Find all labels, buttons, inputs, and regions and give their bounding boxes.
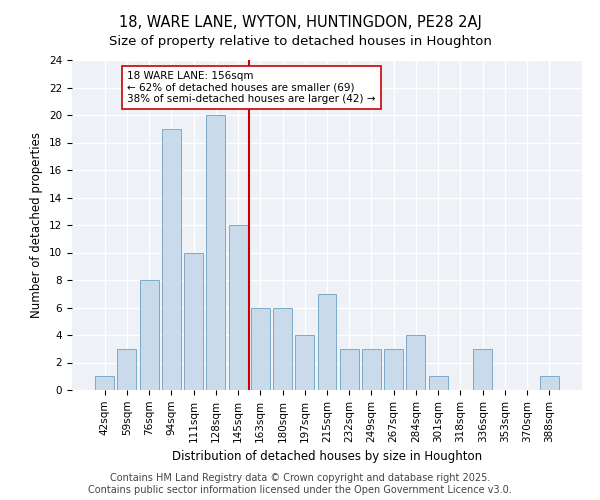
Bar [95,376,114,390]
Bar [273,308,292,390]
Bar [295,335,314,390]
Bar [384,349,403,390]
Bar [229,225,248,390]
Y-axis label: Number of detached properties: Number of detached properties [31,132,43,318]
Bar [162,128,181,390]
Bar [362,349,381,390]
Text: 18 WARE LANE: 156sqm
← 62% of detached houses are smaller (69)
38% of semi-detac: 18 WARE LANE: 156sqm ← 62% of detached h… [127,71,376,104]
Bar [473,349,492,390]
Bar [429,376,448,390]
Bar [317,294,337,390]
Text: 18, WARE LANE, WYTON, HUNTINGDON, PE28 2AJ: 18, WARE LANE, WYTON, HUNTINGDON, PE28 2… [119,15,481,30]
Bar [206,115,225,390]
Bar [406,335,425,390]
Bar [118,349,136,390]
Bar [340,349,359,390]
Text: Contains HM Land Registry data © Crown copyright and database right 2025.
Contai: Contains HM Land Registry data © Crown c… [88,474,512,495]
Bar [184,252,203,390]
Bar [140,280,158,390]
X-axis label: Distribution of detached houses by size in Houghton: Distribution of detached houses by size … [172,450,482,463]
Text: Size of property relative to detached houses in Houghton: Size of property relative to detached ho… [109,35,491,48]
Bar [540,376,559,390]
Bar [251,308,270,390]
